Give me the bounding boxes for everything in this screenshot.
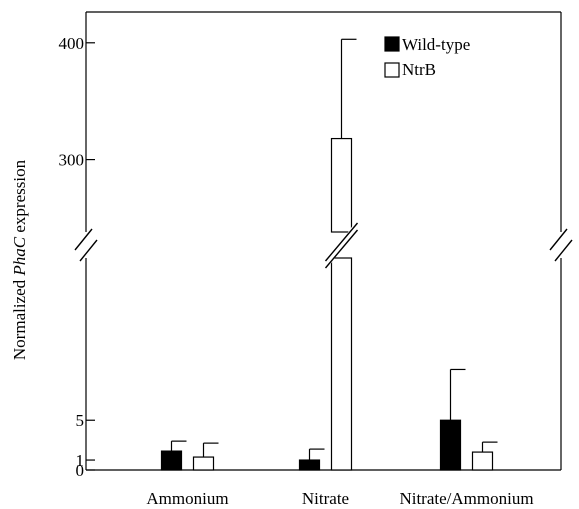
legend-label-wild-type: Wild-type bbox=[402, 35, 470, 54]
legend-label-ntrb: NtrB bbox=[402, 60, 436, 79]
axis-break-left-slash-lower bbox=[79, 239, 98, 262]
legend-swatch-wild-type bbox=[384, 36, 400, 52]
bar-wild-type-nitrate bbox=[298, 459, 321, 471]
plot-frame bbox=[74, 11, 573, 471]
y-tick-label-5: 5 bbox=[76, 411, 85, 430]
bar-wild-type-nitrate-ammonium bbox=[439, 419, 462, 471]
y-axis-label: Normalized PhaC expression bbox=[10, 159, 29, 360]
x-axis-category-labels: Ammonium Nitrate Nitrate/Ammonium bbox=[146, 489, 533, 508]
y-axis-ticks: 01 5 300 400 bbox=[59, 34, 95, 480]
axis-break-right-slash-upper bbox=[549, 228, 568, 251]
bar-break-slash-lower-ntrb-nitrate bbox=[324, 229, 359, 269]
axis-break-right-slash-lower bbox=[554, 239, 573, 262]
axis-break-right bbox=[549, 228, 573, 262]
axis-break-left-slash-upper bbox=[74, 228, 93, 251]
bar-wild-type-ammonium bbox=[160, 450, 183, 471]
bar-break-slash-upper-ntrb-nitrate bbox=[324, 222, 359, 262]
x-category-label-nitrate: Nitrate bbox=[302, 489, 349, 508]
y-tick-label-0: 0 bbox=[76, 461, 85, 480]
bar-lower-ntrb-nitrate bbox=[330, 257, 353, 471]
bar-upper-ntrb-nitrate bbox=[330, 137, 353, 233]
y-tick-label-1: 1 bbox=[76, 451, 85, 470]
y-tick-label-400: 400 bbox=[59, 34, 85, 53]
bars bbox=[160, 38, 498, 471]
legend: Wild-type NtrB bbox=[384, 35, 470, 79]
y-tick-label-300: 300 bbox=[59, 151, 85, 170]
bar-ntrb-ammonium bbox=[192, 456, 215, 471]
bar-ntrb-nitrate-ammonium bbox=[471, 451, 494, 471]
axis-break-left bbox=[74, 228, 98, 262]
x-category-label-nitrate-ammonium: Nitrate/Ammonium bbox=[399, 489, 533, 508]
x-category-label-ammonium: Ammonium bbox=[146, 489, 228, 508]
legend-swatch-ntrb bbox=[384, 62, 400, 78]
bar-ntrb-nitrate bbox=[324, 137, 359, 471]
